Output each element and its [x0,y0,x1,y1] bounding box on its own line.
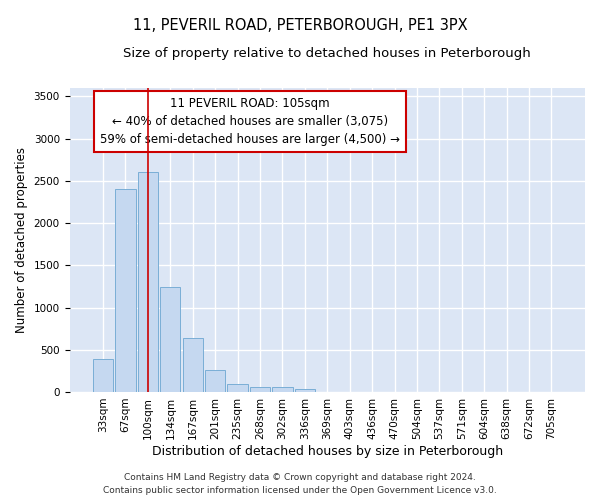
Text: 11 PEVERIL ROAD: 105sqm
← 40% of detached houses are smaller (3,075)
59% of semi: 11 PEVERIL ROAD: 105sqm ← 40% of detache… [100,97,400,146]
Bar [227,384,248,392]
Text: 11, PEVERIL ROAD, PETERBOROUGH, PE1 3PX: 11, PEVERIL ROAD, PETERBOROUGH, PE1 3PX [133,18,467,32]
Bar [138,172,158,392]
Bar [93,359,113,392]
Bar [182,338,203,392]
Text: Contains HM Land Registry data © Crown copyright and database right 2024.
Contai: Contains HM Land Registry data © Crown c… [103,474,497,495]
Title: Size of property relative to detached houses in Peterborough: Size of property relative to detached ho… [124,48,531,60]
Bar [272,388,293,392]
Y-axis label: Number of detached properties: Number of detached properties [15,147,28,333]
X-axis label: Distribution of detached houses by size in Peterborough: Distribution of detached houses by size … [152,444,503,458]
Bar [205,370,225,392]
Bar [115,190,136,392]
Bar [250,387,270,392]
Bar [160,288,181,392]
Bar [295,388,315,392]
